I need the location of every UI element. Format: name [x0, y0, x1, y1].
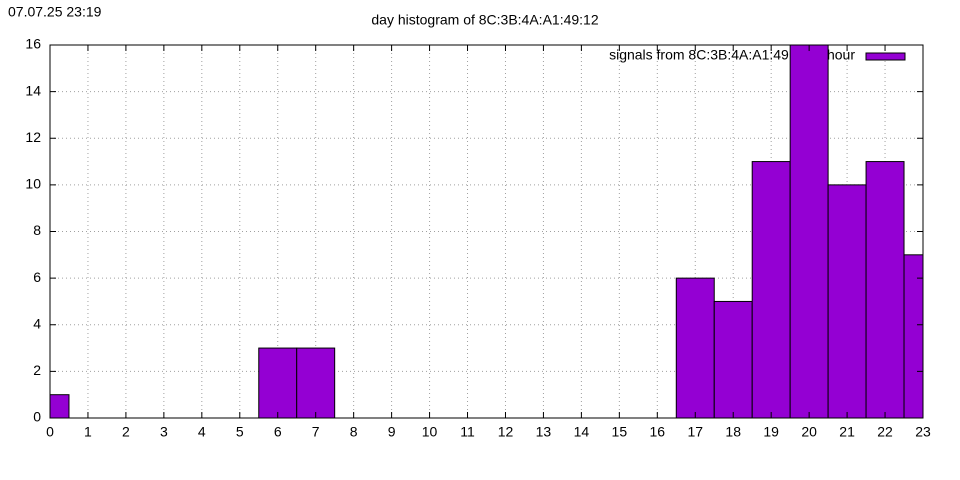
- y-tick-label: 6: [33, 269, 41, 285]
- x-tick-label: 19: [763, 424, 779, 440]
- x-tick-label: 17: [687, 424, 703, 440]
- y-tick-label: 8: [33, 222, 41, 238]
- x-tick-label: 0: [46, 424, 54, 440]
- x-tick-label: 5: [236, 424, 244, 440]
- bar: [865, 161, 905, 418]
- x-tick-label: 1: [84, 424, 92, 440]
- x-tick-label: 13: [536, 424, 552, 440]
- y-tick-label: 2: [33, 362, 41, 378]
- bar: [675, 277, 715, 418]
- y-tick-label: 10: [25, 176, 41, 192]
- legend: signals from 8C:3B:4A:A1:49:12 in hour: [609, 47, 906, 63]
- timestamp: 07.07.25 23:19: [8, 4, 102, 20]
- x-tick-label: 12: [498, 424, 514, 440]
- x-tick-label: 4: [198, 424, 206, 440]
- y-tick-label: 12: [25, 129, 41, 145]
- bar: [789, 45, 829, 418]
- x-tick-label: 10: [422, 424, 438, 440]
- x-tick-label: 9: [388, 424, 396, 440]
- x-tick-label: 21: [839, 424, 855, 440]
- bar: [713, 300, 753, 418]
- y-tick-label: 4: [33, 315, 41, 331]
- x-tick-label: 18: [725, 424, 741, 440]
- x-tick-label: 11: [460, 424, 475, 440]
- x-tick-label: 2: [122, 424, 130, 440]
- legend-swatch: [865, 52, 906, 61]
- x-tick-label: 6: [274, 424, 282, 440]
- x-tick-label: 15: [612, 424, 628, 440]
- x-tick-label: 3: [160, 424, 168, 440]
- x-tick-label: 20: [801, 424, 817, 440]
- bar: [296, 347, 336, 418]
- bar: [258, 347, 298, 418]
- bar: [50, 394, 70, 418]
- x-tick-label: 16: [650, 424, 666, 440]
- y-tick-label: 16: [25, 36, 41, 52]
- x-tick-label: 22: [877, 424, 893, 440]
- y-tick-label: 0: [33, 409, 41, 425]
- x-tick-label: 8: [350, 424, 358, 440]
- x-tick-label: 14: [574, 424, 590, 440]
- x-tick-label: 7: [312, 424, 320, 440]
- bar: [827, 184, 867, 418]
- y-tick-label: 14: [25, 82, 41, 98]
- bars: [50, 45, 923, 418]
- bar: [751, 161, 791, 418]
- x-tick-label: 23: [915, 424, 931, 440]
- chart-title: day histogram of 8C:3B:4A:A1:49:12: [371, 12, 598, 28]
